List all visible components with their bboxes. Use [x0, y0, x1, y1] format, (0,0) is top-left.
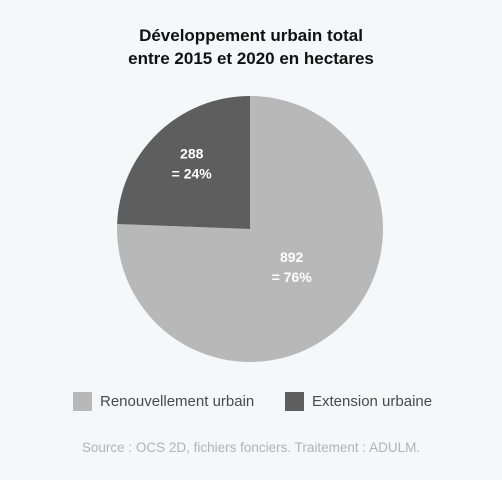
pie-label-percent: = 76% — [272, 269, 313, 285]
chart-title-line-2: entre 2015 et 2020 en hectares — [128, 49, 374, 68]
pie-label-percent: = 24% — [172, 166, 213, 182]
source-note: Source : OCS 2D, fichiers fonciers. Trai… — [81, 440, 421, 455]
pie-slices — [116, 96, 383, 362]
legend-item-renouvellement: Renouvellement urbain — [73, 392, 254, 411]
pie-label-value: 288 — [180, 146, 204, 162]
legend-swatch-renouvellement — [73, 392, 92, 411]
pie-label-value: 892 — [280, 249, 304, 265]
pie-slice-renouvellement — [116, 96, 383, 362]
pie-label-renouvellement: 892 = 76% — [272, 249, 313, 285]
legend-swatch-extension — [285, 392, 304, 411]
legend-label-renouvellement: Renouvellement urbain — [100, 393, 255, 410]
pie-label-extension: 288 = 24% — [172, 146, 213, 182]
legend: Renouvellement urbain Extension urbaine — [0, 392, 502, 414]
chart-title-line-1: Développement urbain total — [139, 26, 363, 45]
pie-slice-extension — [117, 96, 250, 229]
legend-label-extension: Extension urbaine — [312, 393, 433, 410]
chart-title: Développement urbain total entre 2015 et… — [0, 24, 502, 70]
legend-item-extension: Extension urbaine — [285, 392, 432, 411]
pie-labels: 892 = 76% 288 = 24% — [172, 146, 313, 286]
